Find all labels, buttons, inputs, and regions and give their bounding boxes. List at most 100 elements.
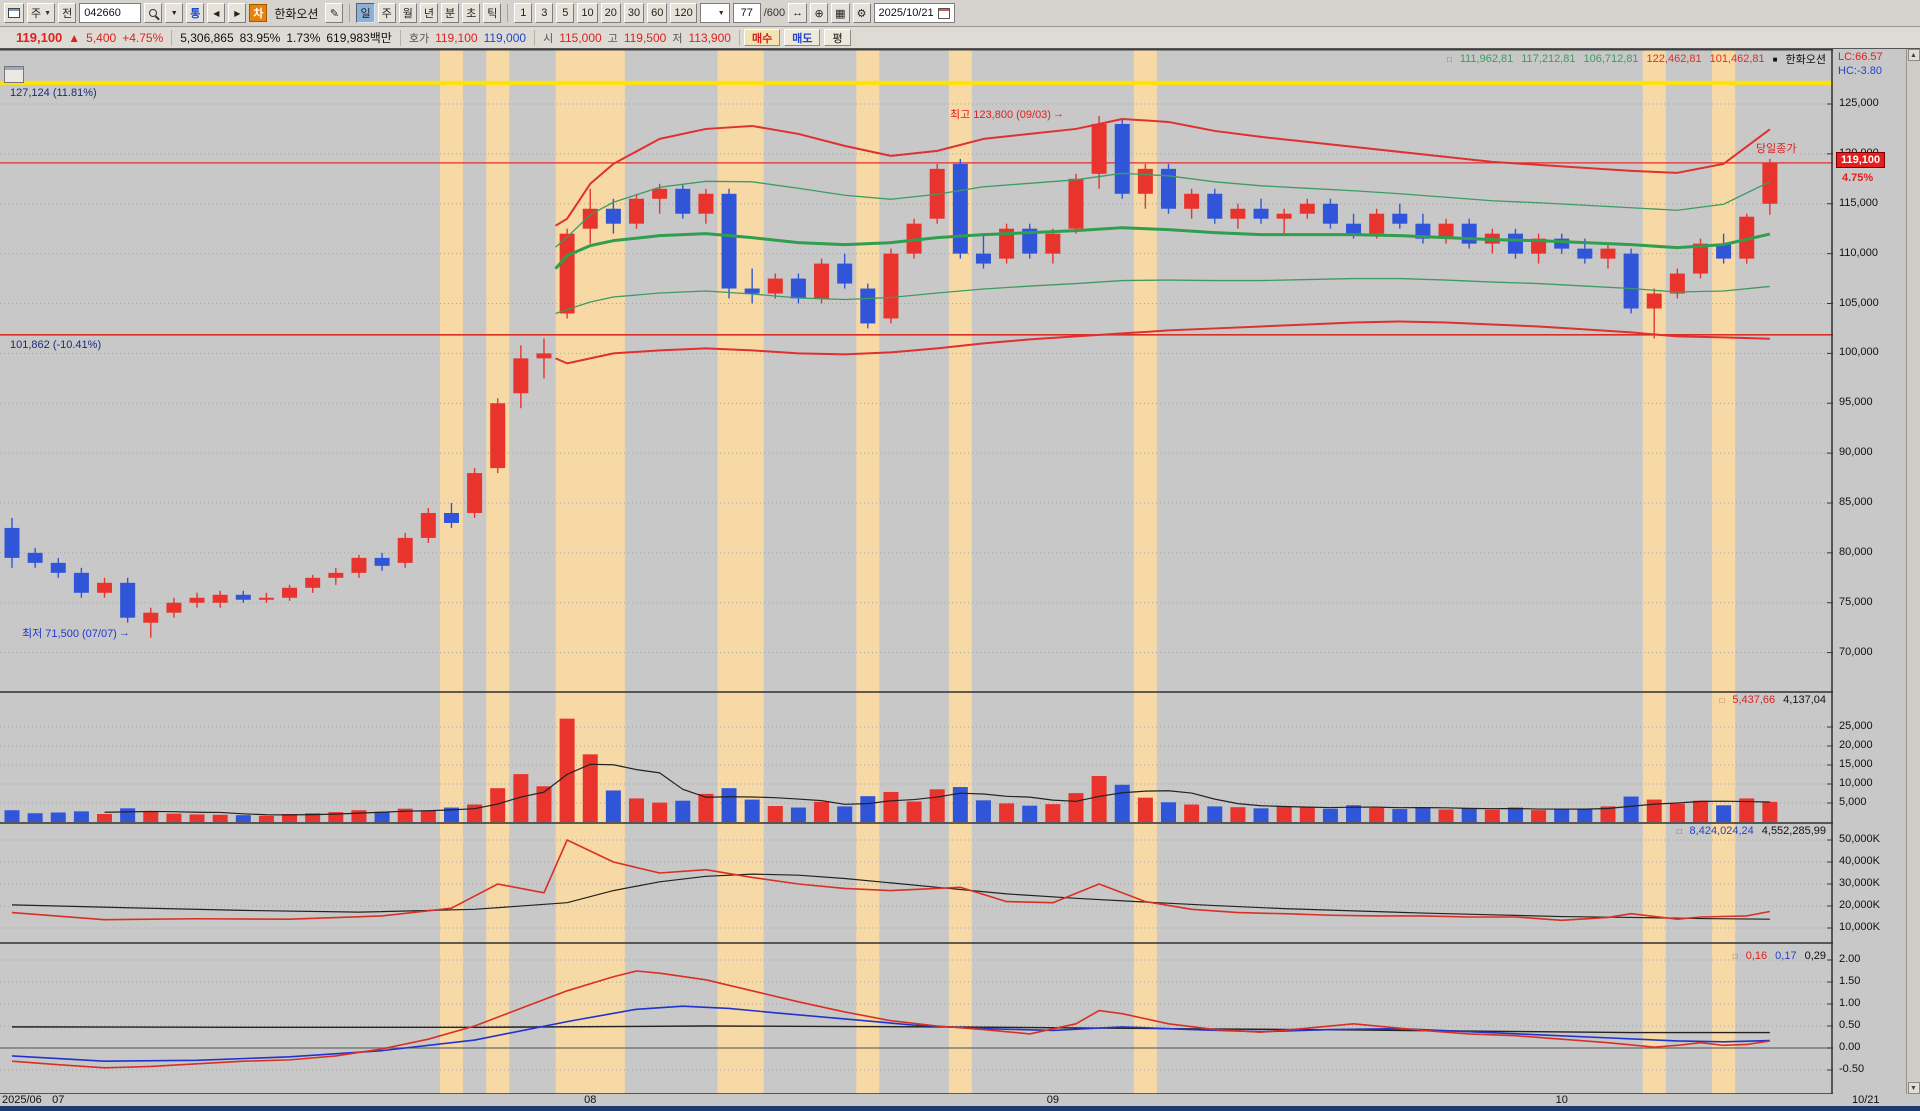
horizontal-scrollbar[interactable] [0,1106,1920,1111]
period-button-day[interactable]: 일 [356,3,375,23]
interval-button-10[interactable]: 10 [577,3,598,23]
next-stock-button[interactable]: ▶ [228,3,247,23]
interval-button-20[interactable]: 20 [600,3,621,23]
oscillator-legend: □ 0,16 0,17 0,29 [1733,950,1826,962]
price-axis-label: 105,000 [1839,296,1879,309]
legend-bullet-icon: □ [1676,826,1682,836]
interval-button-30[interactable]: 30 [623,3,645,23]
date-value: 2025/10/21 [878,7,934,19]
open-price: 115,000 [559,30,602,45]
price-axis-label: 70,000 [1839,645,1873,658]
open-label: 시 [543,32,554,45]
volume-axis-label: 5,000 [1839,796,1867,808]
scroll-down-icon[interactable]: ▼ [1907,1082,1920,1094]
stock-name: 한화오션 [274,6,319,21]
bid-price: 119,000 [483,30,527,45]
buy-button[interactable]: 매수 [743,29,781,46]
legend-bullet-icon: □ [1446,54,1452,64]
price-axis-label: 125,000 [1839,97,1879,109]
stock-code-input[interactable]: 042660 [79,3,142,23]
hoga-label: 호가 [408,32,430,45]
osc-axis-label: 2.00 [1839,953,1861,965]
search-icon [149,9,158,17]
low-price-label: 최저 71,500 (07/07) [22,628,117,640]
period-button-minute[interactable]: 분 [440,3,460,23]
value-axis-label: 50,000K [1839,833,1880,845]
sell-button[interactable]: 매도 [784,29,821,46]
legend-bullet-icon: □ [1732,951,1738,961]
value-axis-label: 20,000K [1839,899,1880,911]
osc-value-2: 0,17 [1775,950,1797,962]
volume-legend: □ 5,437,66 4,137,04 [1720,694,1827,706]
bar-count-input[interactable]: 77 [732,3,761,23]
code-dropdown-button[interactable]: ▼ [165,3,184,23]
ask-price: 119,100 [435,30,478,45]
divider [349,4,351,22]
pan-button[interactable]: ↔ [788,3,808,23]
price-axis-label: 100,000 [1839,346,1879,359]
grid-settings-button[interactable]: ▦ [831,3,850,23]
stock-type-select[interactable]: 주 ▼ [27,3,56,23]
chevron-down-icon: ▼ [717,9,725,17]
period-button-second[interactable]: 초 [462,3,481,23]
avg-button[interactable]: 평 [824,29,851,46]
chart-window-button[interactable] [4,3,24,23]
value-axis-label: 40,000K [1839,855,1880,867]
stock-type-label: 주 [31,8,42,20]
high-arrow-icon: → [1052,108,1064,120]
osc-axis-label: 0.00 [1839,1041,1861,1053]
value-current: 8,424,024,24 [1689,825,1754,837]
date-input[interactable]: 2025/10/21 [873,3,955,23]
window-icon [8,8,20,18]
time-axis-label: 10 [1555,1094,1568,1106]
channel-lower2-value: 101,462,81 [1709,53,1765,65]
channel-upper2-value: 122,462,81 [1646,53,1702,65]
price-axis-label: 110,000 [1839,246,1878,259]
zoom-button[interactable]: ⊕ [810,3,829,23]
value-axis-label: 10,000K [1839,921,1880,933]
interval-button-60[interactable]: 60 [647,3,668,23]
volume-axis-label: 15,000 [1839,758,1873,770]
period-button-tick[interactable]: 틱 [483,3,502,23]
chart-tool-icon[interactable] [4,66,24,83]
price-change-pct: +4.75% [122,30,164,45]
interval-button-3[interactable]: 3 [535,3,554,23]
price-axis-label: 75,000 [1839,595,1873,608]
settings-button[interactable]: ⚙ [852,3,871,23]
custom-interval-select[interactable]: ▼ [699,3,730,23]
hc-value: HC:-3.80 [1838,65,1883,77]
current-price-tag-pct: 4.75% [1842,172,1874,184]
divider [507,4,509,22]
volume: 5,306,865 [180,30,234,45]
period-button-week[interactable]: 주 [377,3,396,23]
interval-button-1[interactable]: 1 [514,3,533,23]
turnover-rate: 1.73% [286,30,321,45]
high-price-label: 최고 123,800 (09/03) [950,109,1051,121]
channel-mid-value: 111,962,81 [1459,53,1514,65]
period-button-month[interactable]: 월 [398,3,417,23]
price-axis-gutter [1833,49,1906,1094]
chevron-down-icon: ▼ [44,9,52,17]
low-price: 113,900 [688,30,731,45]
value-legend: □ 8,424,024,24 4,552,285,99 [1677,825,1826,837]
prev-stock-button[interactable]: ◀ [207,3,226,23]
scroll-up-icon[interactable]: ▲ [1907,49,1920,61]
high-price: 119,500 [623,30,667,45]
interval-button-120[interactable]: 120 [670,3,697,23]
osc-axis-label: 0.50 [1839,1019,1861,1031]
period-button-year[interactable]: 년 [419,3,438,23]
channel-upper1-value: 117,212,81 [1521,53,1576,65]
vertical-scrollbar[interactable]: ▲ ▼ [1906,49,1920,1094]
volume-axis-label: 20,000 [1839,739,1873,751]
current-price-tag: 119,100 [1836,152,1886,168]
all-button[interactable]: 전 [58,3,77,23]
tong-button[interactable]: 통 [186,3,205,23]
lc-value: LC:66.57 [1838,51,1883,63]
upper-limit-label: 127,124 (11.81%) [10,87,97,99]
search-button[interactable] [144,3,163,23]
osc-axis-label: 1.00 [1839,997,1861,1009]
time-axis-label: 10/21 [1852,1094,1880,1106]
interval-button-5[interactable]: 5 [556,3,575,23]
edit-button[interactable]: ✎ [325,3,344,23]
candlestick-chart-canvas[interactable] [0,49,1833,1106]
